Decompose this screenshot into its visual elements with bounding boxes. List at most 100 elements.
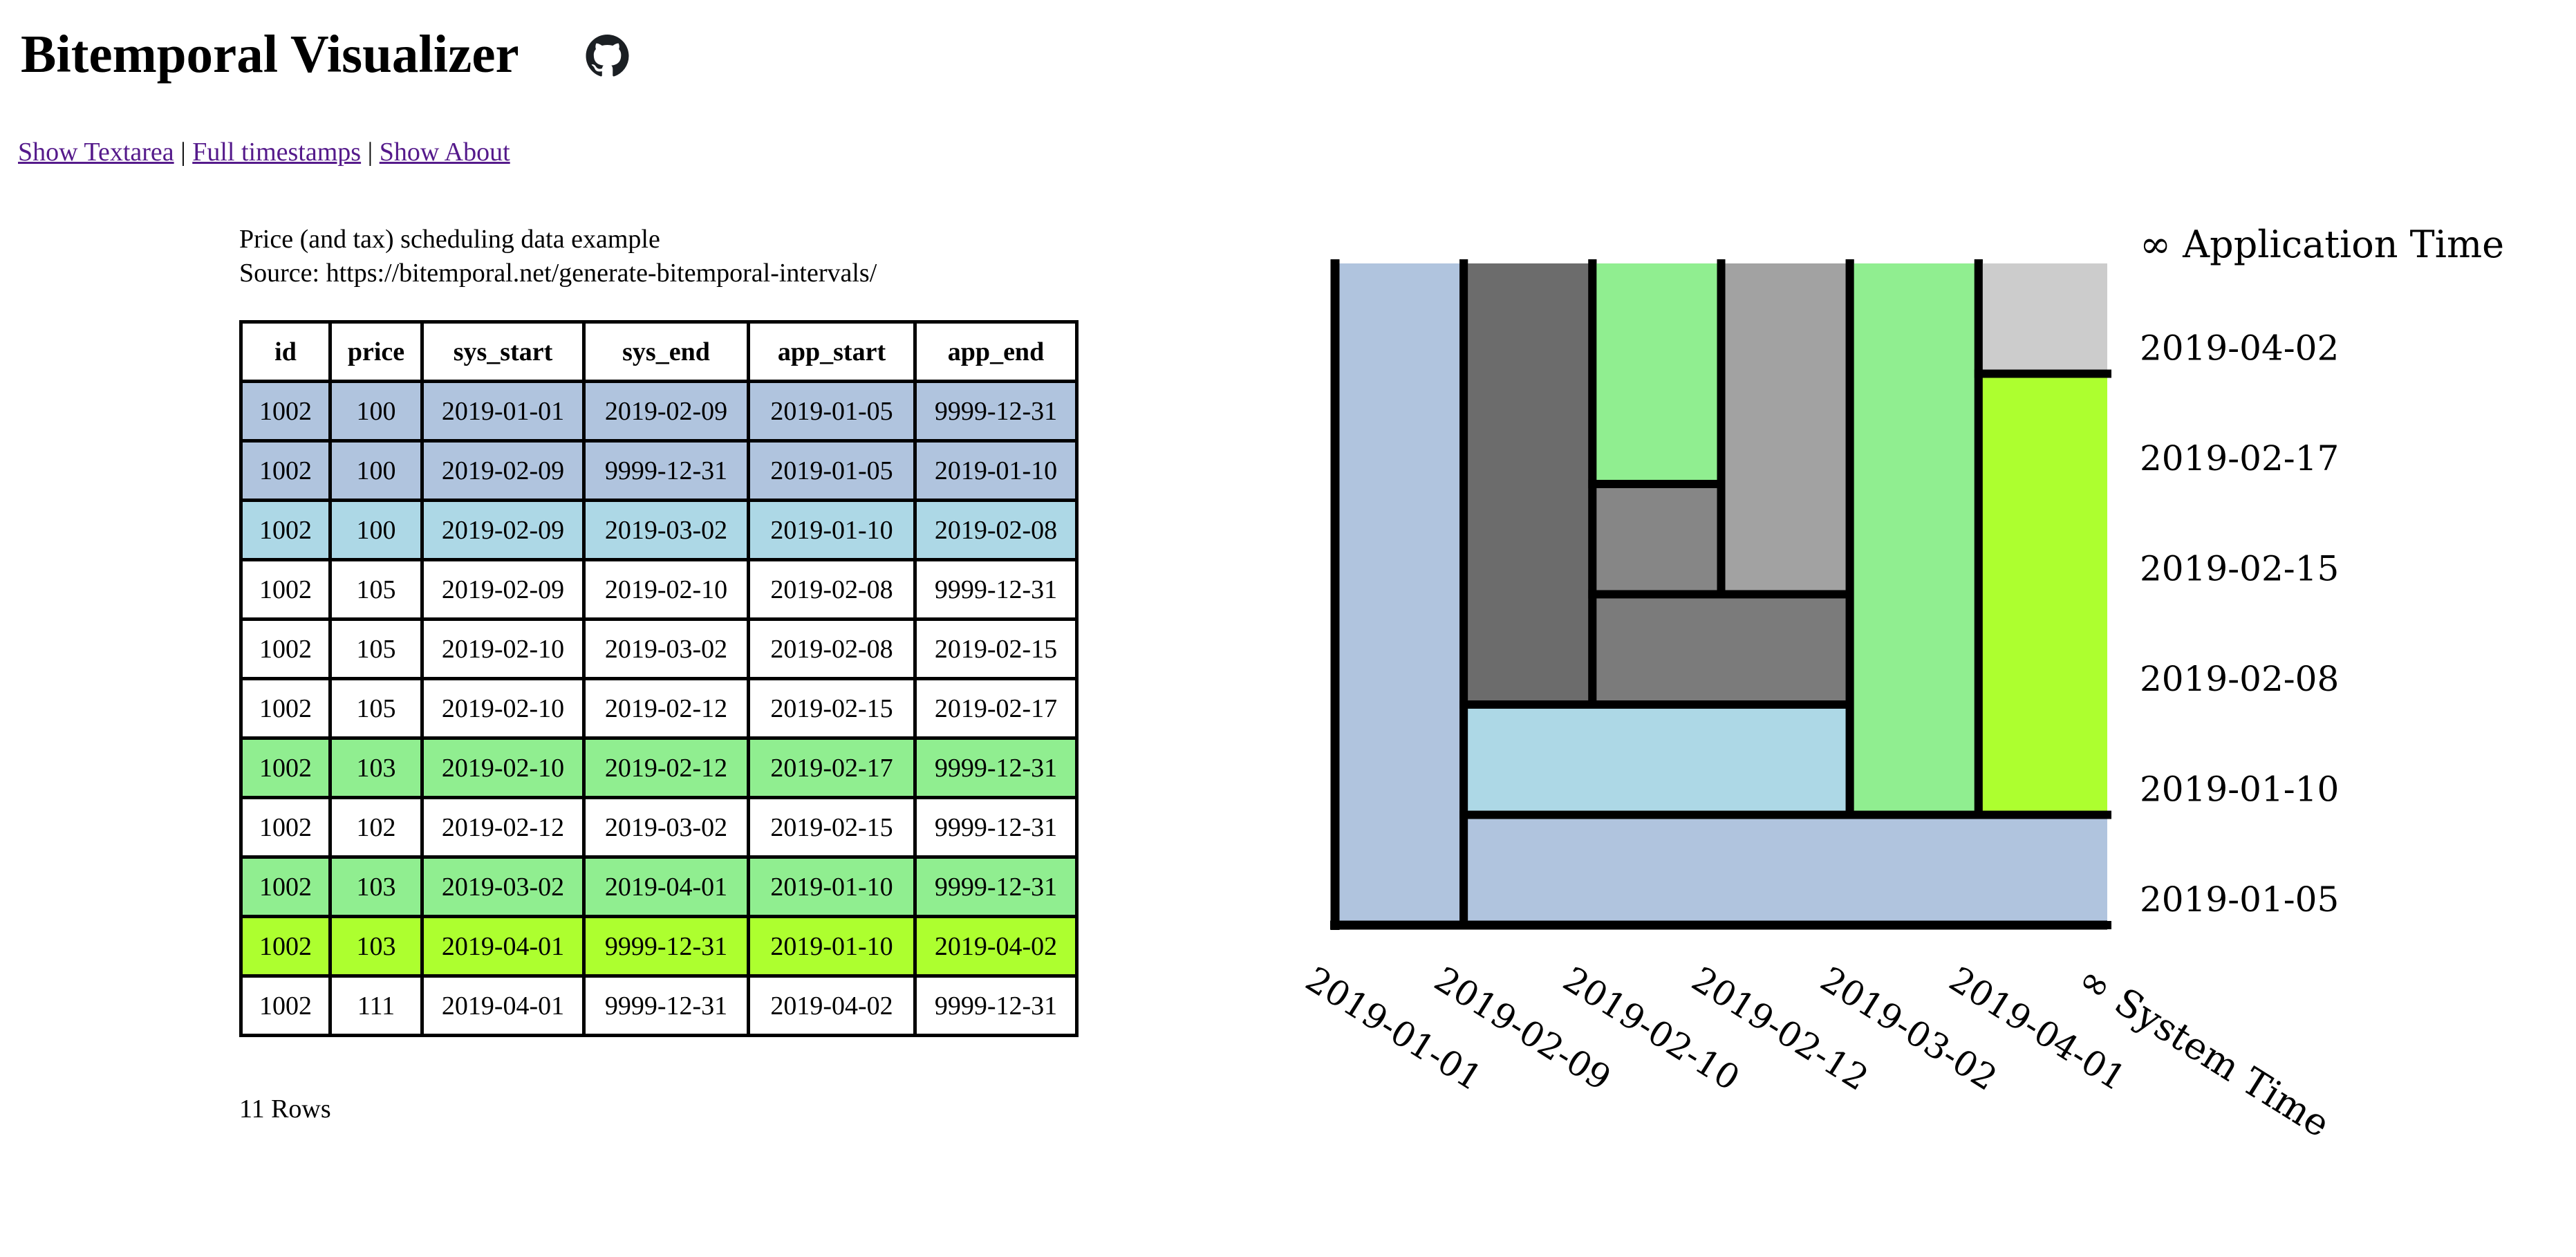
show-about-link[interactable]: Show About bbox=[379, 138, 510, 167]
interval-rect bbox=[1459, 700, 1854, 819]
table-cell: 2019-03-02 bbox=[582, 796, 750, 859]
table-cell: 2019-02-15 bbox=[747, 796, 917, 859]
table-cell: 2019-02-09 bbox=[420, 558, 586, 621]
table-cell: 2019-04-02 bbox=[747, 974, 917, 1037]
table-cell: 2019-04-01 bbox=[420, 915, 586, 978]
table-cell: 2019-02-09 bbox=[582, 380, 750, 443]
table-cell: 2019-01-05 bbox=[747, 380, 917, 443]
table-cell: 2019-02-10 bbox=[582, 558, 750, 621]
table-cell: 2019-04-02 bbox=[913, 915, 1079, 978]
table-cell: 2019-02-08 bbox=[747, 558, 917, 621]
interval-rect bbox=[1331, 259, 1468, 929]
table-cell: 105 bbox=[328, 617, 424, 680]
description: Price (and tax) scheduling data example … bbox=[239, 223, 877, 290]
table-cell: 2019-01-10 bbox=[747, 855, 917, 918]
table-row: 1002 100 2019-02-09 9999-12-31 2019-01-05 201… bbox=[239, 439, 1079, 502]
table-cell: 1002 bbox=[239, 499, 332, 561]
row-count-label: 11 Rows bbox=[239, 1095, 331, 1124]
description-line-1: Price (and tax) scheduling data example bbox=[239, 225, 660, 254]
col-header-sys-start: sys_start bbox=[420, 320, 586, 383]
table-row: 1002 111 2019-04-01 9999-12-31 2019-04-02 999… bbox=[239, 974, 1079, 1037]
col-header-price: price bbox=[328, 320, 424, 383]
table-cell: 9999-12-31 bbox=[913, 974, 1079, 1037]
table-cell: 2019-02-08 bbox=[913, 499, 1079, 561]
table-cell: 9999-12-31 bbox=[582, 915, 750, 978]
table-cell: 2019-02-15 bbox=[913, 617, 1079, 680]
github-link[interactable] bbox=[586, 35, 629, 77]
table-cell: 1002 bbox=[239, 380, 332, 443]
interval-rect bbox=[1459, 810, 2111, 929]
table-cell: 1002 bbox=[239, 677, 332, 740]
table-cell: 2019-01-10 bbox=[747, 499, 917, 561]
y-axis-title: ∞ Application Time bbox=[2140, 228, 2504, 266]
table-cell: 2019-01-10 bbox=[913, 439, 1079, 502]
table-cell: 1002 bbox=[239, 558, 332, 621]
table-cell: 9999-12-31 bbox=[913, 796, 1079, 859]
y-tick-label: 2019-01-10 bbox=[2140, 770, 2339, 810]
table-cell: 1002 bbox=[239, 617, 332, 680]
table-header-row: id price sys_start sys_end app_start app… bbox=[239, 320, 1079, 383]
data-table-container: id price sys_start sys_end app_start app… bbox=[239, 320, 1079, 1037]
table-cell: 9999-12-31 bbox=[582, 439, 750, 502]
table-cell: 9999-12-31 bbox=[913, 558, 1079, 621]
github-icon bbox=[586, 35, 629, 77]
interval-rect bbox=[1974, 259, 2111, 378]
table-cell: 2019-02-17 bbox=[747, 736, 917, 799]
table-cell: 2019-02-15 bbox=[747, 677, 917, 740]
interval-rect bbox=[1845, 259, 1983, 819]
table-row: 1002 105 2019-02-10 2019-02-12 2019-02-15 201… bbox=[239, 677, 1079, 740]
table-cell: 2019-04-01 bbox=[582, 855, 750, 918]
table-cell: 1002 bbox=[239, 915, 332, 978]
table-cell: 103 bbox=[328, 915, 424, 978]
table-cell: 2019-01-05 bbox=[747, 439, 917, 502]
table-cell: 2019-02-10 bbox=[420, 736, 586, 799]
table-cell: 105 bbox=[328, 558, 424, 621]
interval-rect bbox=[1588, 480, 1726, 599]
interval-rect bbox=[1459, 259, 1597, 709]
description-line-2: Source: https://bitemporal.net/generate-… bbox=[239, 259, 877, 288]
header: Bitemporal Visualizer bbox=[21, 25, 629, 84]
table-cell: 2019-02-12 bbox=[420, 796, 586, 859]
col-header-sys-end: sys_end bbox=[582, 320, 750, 383]
interval-rect bbox=[1588, 259, 1726, 488]
table-cell: 2019-02-12 bbox=[582, 677, 750, 740]
table-cell: 1002 bbox=[239, 736, 332, 799]
show-textarea-link[interactable]: Show Textarea bbox=[18, 138, 174, 167]
table-cell: 1002 bbox=[239, 439, 332, 502]
interval-rect bbox=[1588, 590, 1854, 709]
table-cell: 2019-01-10 bbox=[747, 915, 917, 978]
table-cell: 2019-02-09 bbox=[420, 439, 586, 502]
table-cell: 1002 bbox=[239, 974, 332, 1037]
table-cell: 2019-03-02 bbox=[420, 855, 586, 918]
table-cell: 100 bbox=[328, 439, 424, 502]
link-separator: | bbox=[180, 138, 186, 167]
table-cell: 2019-02-09 bbox=[420, 499, 586, 561]
table-cell: 2019-04-01 bbox=[420, 974, 586, 1037]
table-cell: 2019-02-10 bbox=[420, 617, 586, 680]
table-cell: 2019-02-08 bbox=[747, 617, 917, 680]
table-row: 1002 100 2019-02-09 2019-03-02 2019-01-10 201… bbox=[239, 499, 1079, 561]
table-row: 1002 103 2019-04-01 9999-12-31 2019-01-10 201… bbox=[239, 915, 1079, 978]
table-row: 1002 103 2019-02-10 2019-02-12 2019-02-17 999… bbox=[239, 736, 1079, 799]
col-header-id: id bbox=[239, 320, 332, 383]
table-row: 1002 100 2019-01-01 2019-02-09 2019-01-05 999… bbox=[239, 380, 1079, 443]
link-separator: | bbox=[367, 138, 373, 167]
table-row: 1002 102 2019-02-12 2019-03-02 2019-02-15 999… bbox=[239, 796, 1079, 859]
table-cell: 105 bbox=[328, 677, 424, 740]
table-cell: 1002 bbox=[239, 855, 332, 918]
table-cell: 9999-12-31 bbox=[582, 974, 750, 1037]
y-tick-label: 2019-04-02 bbox=[2140, 328, 2339, 369]
full-timestamps-link[interactable]: Full timestamps bbox=[192, 138, 362, 167]
table-cell: 103 bbox=[328, 736, 424, 799]
table-cell: 102 bbox=[328, 796, 424, 859]
table-cell: 103 bbox=[328, 855, 424, 918]
table-cell: 2019-01-01 bbox=[420, 380, 586, 443]
interval-rect bbox=[1717, 259, 1854, 599]
table-cell: 9999-12-31 bbox=[913, 855, 1079, 918]
col-header-app-end: app_end bbox=[913, 320, 1079, 383]
table-cell: 2019-02-17 bbox=[913, 677, 1079, 740]
table-cell: 100 bbox=[328, 499, 424, 561]
page-title: Bitemporal Visualizer bbox=[21, 24, 519, 84]
col-header-app-start: app_start bbox=[747, 320, 917, 383]
